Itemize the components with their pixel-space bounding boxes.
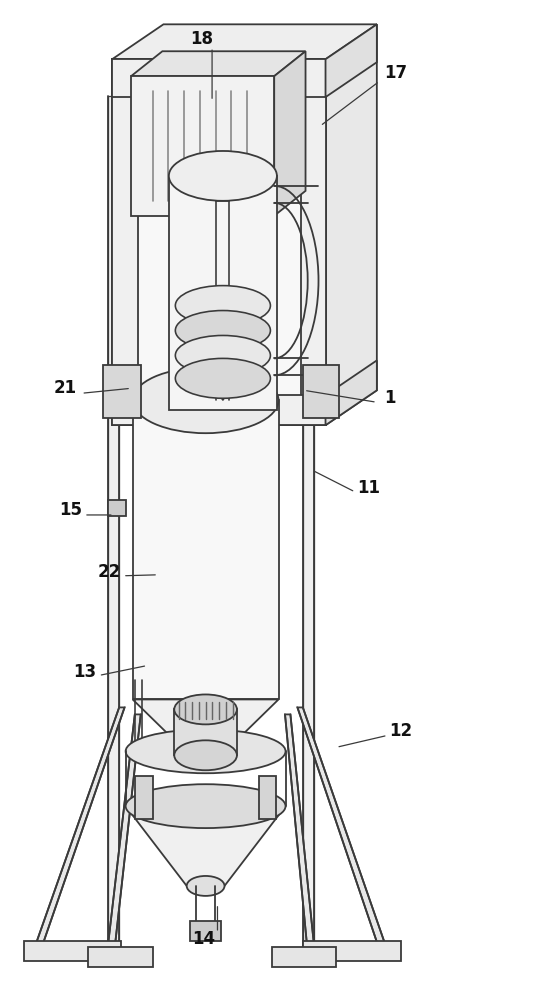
Ellipse shape: [175, 311, 270, 350]
Text: 21: 21: [54, 379, 77, 397]
Polygon shape: [325, 24, 377, 425]
Polygon shape: [131, 51, 306, 76]
Text: 18: 18: [190, 30, 213, 48]
Polygon shape: [272, 947, 336, 967]
Text: 12: 12: [389, 722, 413, 740]
Polygon shape: [303, 96, 314, 951]
Ellipse shape: [175, 286, 270, 325]
Polygon shape: [108, 96, 119, 951]
Polygon shape: [112, 59, 138, 425]
Polygon shape: [35, 707, 124, 947]
Polygon shape: [125, 806, 286, 886]
Polygon shape: [169, 176, 277, 410]
Polygon shape: [174, 709, 237, 755]
Polygon shape: [325, 24, 377, 97]
Polygon shape: [132, 400, 279, 699]
Text: 15: 15: [59, 501, 82, 519]
Ellipse shape: [169, 151, 277, 201]
Ellipse shape: [175, 358, 270, 398]
Ellipse shape: [174, 740, 237, 770]
Ellipse shape: [125, 729, 286, 773]
Polygon shape: [103, 365, 141, 418]
Ellipse shape: [175, 335, 270, 375]
Polygon shape: [112, 59, 325, 97]
Ellipse shape: [187, 876, 224, 896]
Ellipse shape: [125, 784, 286, 828]
Polygon shape: [274, 51, 306, 216]
Polygon shape: [135, 776, 153, 819]
Polygon shape: [24, 941, 121, 961]
Ellipse shape: [179, 730, 232, 758]
Polygon shape: [131, 76, 274, 216]
Polygon shape: [325, 360, 377, 425]
Text: 22: 22: [98, 563, 121, 581]
Ellipse shape: [132, 367, 279, 433]
Polygon shape: [108, 714, 141, 947]
Polygon shape: [258, 776, 276, 819]
Polygon shape: [112, 24, 377, 59]
Text: 1: 1: [384, 389, 396, 407]
Text: 13: 13: [73, 663, 97, 681]
Polygon shape: [298, 707, 386, 947]
Ellipse shape: [174, 694, 237, 724]
Polygon shape: [112, 395, 325, 425]
Polygon shape: [303, 941, 401, 961]
Polygon shape: [303, 365, 339, 418]
Polygon shape: [108, 500, 125, 516]
Text: 11: 11: [357, 479, 380, 497]
Polygon shape: [132, 699, 279, 744]
Polygon shape: [88, 947, 153, 967]
Polygon shape: [191, 921, 220, 941]
Polygon shape: [285, 714, 314, 947]
Polygon shape: [112, 59, 325, 425]
Polygon shape: [301, 59, 325, 425]
Text: 14: 14: [192, 930, 216, 948]
Text: 17: 17: [384, 64, 407, 82]
Polygon shape: [213, 385, 232, 400]
